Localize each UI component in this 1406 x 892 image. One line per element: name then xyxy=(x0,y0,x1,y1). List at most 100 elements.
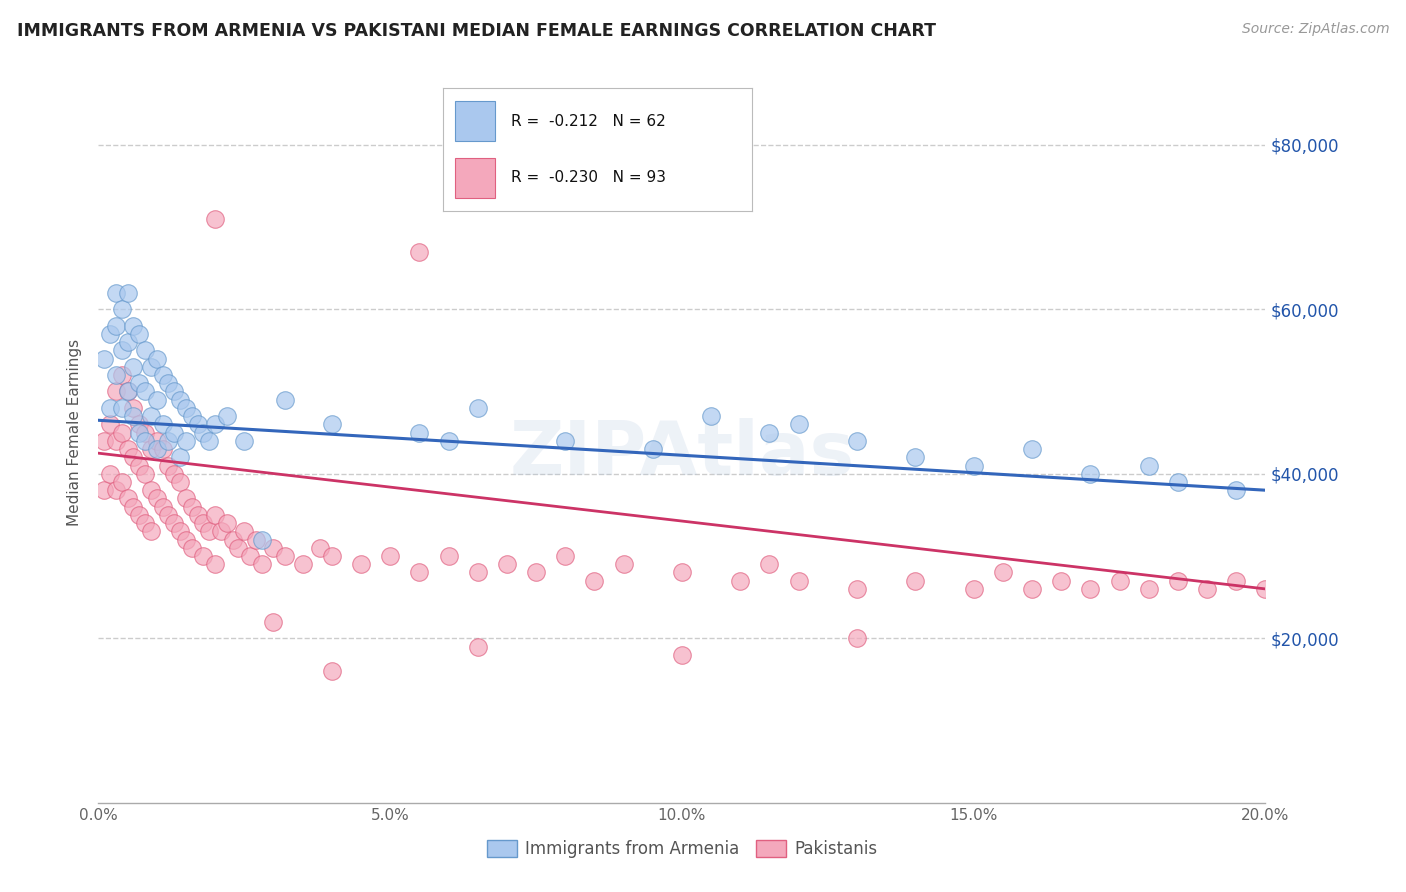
Point xyxy=(146,442,169,456)
Point xyxy=(139,359,162,374)
Point xyxy=(152,442,174,456)
Point xyxy=(169,450,191,465)
Point xyxy=(187,508,209,522)
Point xyxy=(111,343,134,358)
Point xyxy=(309,541,332,555)
Point xyxy=(117,442,139,456)
Point xyxy=(233,434,256,448)
Point xyxy=(1108,574,1130,588)
Point xyxy=(139,483,162,498)
Point xyxy=(117,335,139,350)
Point xyxy=(250,533,273,547)
Point xyxy=(1050,574,1073,588)
Point xyxy=(111,401,134,415)
Point xyxy=(104,368,127,382)
Point xyxy=(180,500,202,514)
Point xyxy=(139,442,162,456)
Point xyxy=(122,450,145,465)
Point xyxy=(117,491,139,506)
Point xyxy=(128,508,150,522)
Point xyxy=(1080,582,1102,596)
Point xyxy=(134,384,156,399)
Point xyxy=(408,244,430,259)
Point xyxy=(524,566,547,580)
Point xyxy=(163,516,186,530)
Point xyxy=(437,549,460,563)
Point xyxy=(730,574,752,588)
Point xyxy=(250,558,273,572)
Point xyxy=(152,417,174,432)
Point xyxy=(846,582,869,596)
Point xyxy=(758,425,780,440)
Point xyxy=(122,500,145,514)
Point xyxy=(437,434,460,448)
Point xyxy=(209,524,232,539)
Point xyxy=(157,508,180,522)
Point xyxy=(104,483,127,498)
Point xyxy=(204,211,226,226)
Point xyxy=(111,425,134,440)
Point xyxy=(193,425,215,440)
Point xyxy=(1167,475,1189,489)
Y-axis label: Median Female Earnings: Median Female Earnings xyxy=(67,339,83,526)
Point xyxy=(612,558,634,572)
Point xyxy=(787,574,810,588)
Point xyxy=(139,409,162,424)
Point xyxy=(174,434,197,448)
Point xyxy=(193,516,215,530)
Point xyxy=(134,425,156,440)
Point xyxy=(128,417,150,432)
Point xyxy=(163,425,186,440)
Point xyxy=(962,582,984,596)
Point xyxy=(93,351,115,366)
Point xyxy=(1137,582,1160,596)
Point xyxy=(157,458,180,473)
Point xyxy=(104,384,127,399)
Point xyxy=(93,434,115,448)
Point xyxy=(1080,467,1102,481)
Point xyxy=(467,401,489,415)
Point xyxy=(262,541,284,555)
Point xyxy=(554,549,576,563)
Point xyxy=(122,359,145,374)
Point xyxy=(169,475,191,489)
Point xyxy=(467,640,489,654)
Point xyxy=(274,392,297,407)
Point xyxy=(1137,458,1160,473)
Point xyxy=(215,409,238,424)
Point xyxy=(700,409,723,424)
Point xyxy=(671,648,693,662)
Point xyxy=(117,285,139,300)
Point xyxy=(111,368,134,382)
Point xyxy=(111,475,134,489)
Point xyxy=(1225,574,1247,588)
Point xyxy=(117,384,139,399)
Point xyxy=(233,524,256,539)
Point xyxy=(128,376,150,391)
Text: ZIPAtlas: ZIPAtlas xyxy=(509,418,855,491)
Point xyxy=(321,417,343,432)
Point xyxy=(169,392,191,407)
Point xyxy=(1021,582,1043,596)
Point xyxy=(134,467,156,481)
Point xyxy=(1195,582,1218,596)
Point xyxy=(204,417,226,432)
Point xyxy=(157,434,180,448)
Point xyxy=(128,425,150,440)
Point xyxy=(104,434,127,448)
Point xyxy=(104,318,127,333)
Point xyxy=(1167,574,1189,588)
Point xyxy=(554,162,576,177)
Point xyxy=(408,566,430,580)
Point xyxy=(122,401,145,415)
Point xyxy=(128,326,150,341)
Point xyxy=(157,376,180,391)
Point xyxy=(1021,442,1043,456)
Point xyxy=(583,574,606,588)
Point xyxy=(239,549,262,563)
Point xyxy=(152,500,174,514)
Point xyxy=(98,417,121,432)
Point xyxy=(962,458,984,473)
Point xyxy=(758,558,780,572)
Point xyxy=(198,524,221,539)
